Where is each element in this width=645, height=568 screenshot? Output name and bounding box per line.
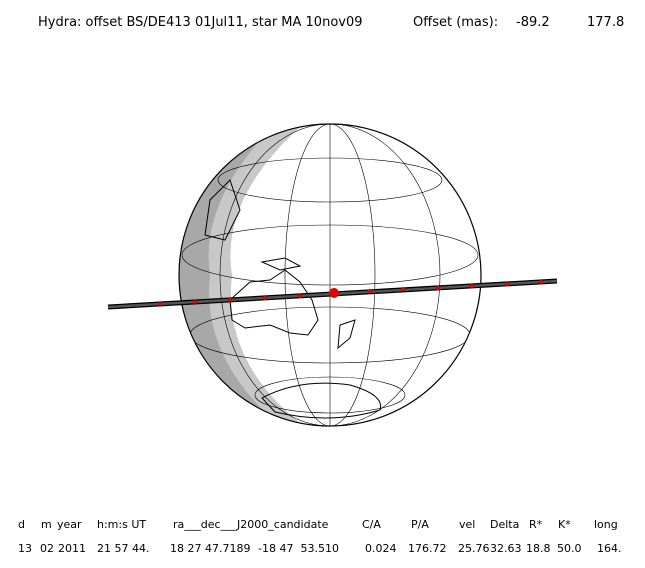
col-header: R* (529, 518, 543, 531)
column-headers: d m year h:m:s UT ra___dec___J2000_candi… (18, 518, 618, 531)
cell: 21 57 44. (97, 542, 149, 555)
cell: 02 (40, 542, 54, 555)
offset-dec: 177.8 (587, 15, 624, 30)
antarctica (261, 382, 382, 419)
cell: -18 47 53.510 (258, 542, 339, 555)
cell: 18 27 47.7189 (170, 542, 250, 555)
col-header: m (41, 518, 52, 531)
offset-label: Offset (mas): (413, 15, 498, 30)
australia (229, 269, 319, 336)
shadow-path (107, 278, 558, 310)
col-header: Delta (490, 518, 519, 531)
header-title: Hydra: offset BS/DE413 01Jul11, star MA … (38, 15, 363, 30)
asia (204, 179, 241, 241)
col-header: h:m:s UT (97, 518, 146, 531)
col-header: year (57, 518, 82, 531)
new-zealand (337, 319, 356, 350)
col-header: ra___dec___J2000_candidate (173, 518, 329, 531)
globe (178, 123, 482, 427)
cell: 164. (597, 542, 622, 555)
col-header: P/A (411, 518, 429, 531)
offset-ra: -89.2 (516, 15, 550, 30)
cell: 2011 (58, 542, 86, 555)
col-header: d (18, 518, 25, 531)
cell: 0.024 (365, 542, 397, 555)
cell: 176.72 (408, 542, 447, 555)
data-row: 13 02 2011 21 57 44. 18 27 47.7189 -18 4… (18, 542, 622, 555)
cell: 50.0 (557, 542, 582, 555)
col-header: vel (459, 518, 475, 531)
cell: 25.76 (458, 542, 490, 555)
cell: 18.8 (526, 542, 551, 555)
col-header: long (594, 518, 618, 531)
col-header: K* (558, 518, 571, 531)
cell: 13 (18, 542, 32, 555)
cell: 32.63 (490, 542, 522, 555)
col-header: C/A (362, 518, 381, 531)
new-guinea (260, 257, 302, 271)
